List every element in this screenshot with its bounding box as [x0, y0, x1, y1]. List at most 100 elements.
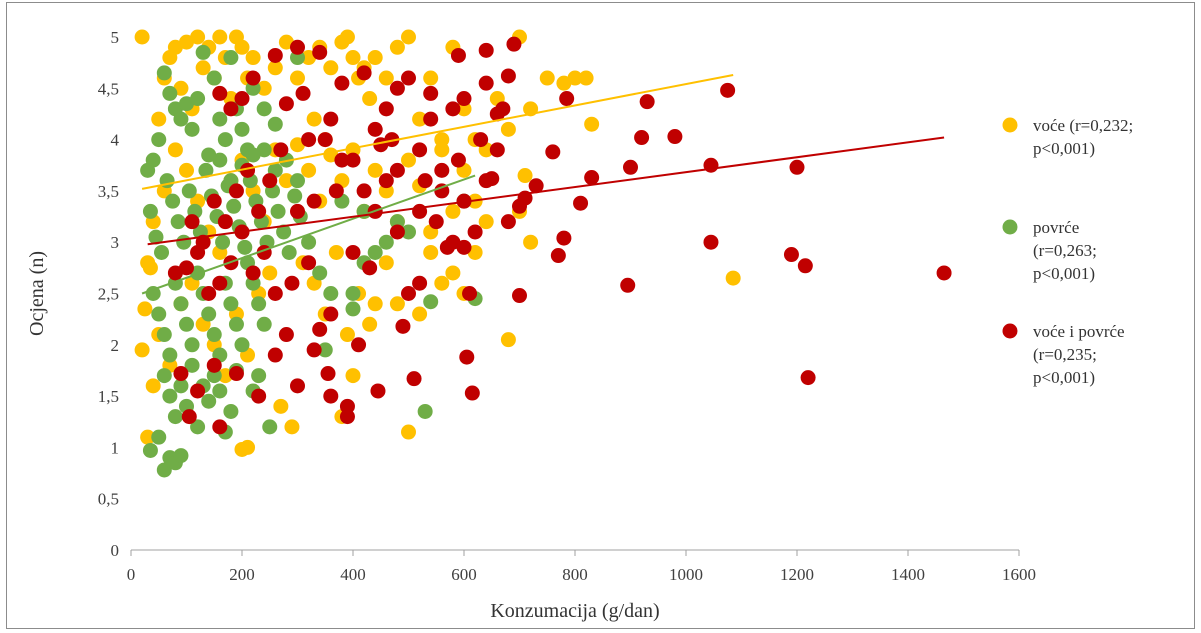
legend-label-series-3: p<0,001): [1033, 368, 1095, 387]
data-point: [445, 234, 461, 250]
data-point: [256, 80, 272, 96]
data-point: [281, 244, 297, 260]
data-point: [267, 47, 283, 63]
data-point: [156, 368, 172, 384]
data-point: [301, 255, 317, 271]
data-point: [167, 265, 183, 281]
data-point: [173, 296, 189, 312]
data-point: [362, 260, 378, 276]
data-point: [450, 47, 466, 63]
data-point: [323, 60, 339, 76]
data-point: [212, 29, 228, 45]
data-point: [412, 111, 428, 127]
data-point: [417, 173, 433, 189]
data-point: [212, 419, 228, 435]
data-point: [395, 318, 411, 334]
data-point: [506, 36, 522, 52]
data-point: [620, 277, 636, 293]
y-tick-label: 0,5: [98, 490, 119, 509]
data-point: [323, 306, 339, 322]
data-point: [156, 462, 172, 478]
data-point: [389, 214, 405, 230]
data-point: [401, 152, 416, 168]
data-point: [434, 142, 450, 158]
legend-label-series-2: povrće: [1033, 218, 1079, 237]
data-point: [783, 247, 799, 263]
data-point: [434, 275, 450, 291]
data-point: [306, 111, 322, 127]
legend-label-series-2: p<0,001): [1033, 264, 1095, 283]
data-point: [201, 147, 217, 163]
data-point: [323, 286, 339, 301]
y-axis-ticks: 0 0,5 1 1,5 2 2,5 3 3,5 4 4,5 5: [98, 28, 120, 560]
data-point: [156, 65, 172, 81]
data-point: [445, 203, 461, 219]
data-point: [206, 193, 222, 209]
data-point: [345, 286, 361, 301]
x-tick-label: 200: [229, 565, 255, 584]
data-point: [334, 75, 350, 91]
y-tick-label: 4: [111, 131, 120, 150]
data-point: [378, 101, 394, 117]
data-point: [567, 70, 583, 86]
data-point: [201, 306, 217, 322]
data-point: [190, 383, 206, 399]
data-point: [367, 50, 383, 66]
data-point: [367, 296, 383, 312]
data-point: [378, 255, 394, 271]
series-3-points: [167, 36, 952, 435]
data-point: [797, 258, 813, 274]
legend-marker-series-3: [1002, 323, 1018, 339]
data-point: [345, 152, 361, 168]
trend-line-series-2: [141, 174, 476, 295]
data-point: [228, 316, 244, 332]
data-point: [356, 183, 372, 199]
data-point: [434, 132, 450, 148]
data-point: [270, 203, 286, 219]
data-point: [462, 286, 478, 301]
data-point: [423, 244, 439, 260]
data-point: [142, 442, 158, 458]
data-point: [212, 85, 228, 101]
data-point: [190, 419, 206, 435]
data-point: [245, 265, 261, 281]
data-point: [523, 234, 539, 250]
legend-marker-series-2: [1002, 219, 1018, 235]
data-point: [290, 173, 305, 189]
data-point: [201, 393, 217, 409]
data-point: [464, 385, 480, 401]
data-point: [240, 439, 256, 455]
data-point: [167, 409, 183, 425]
data-point: [223, 101, 239, 117]
y-tick-label: 5: [111, 28, 120, 47]
data-point: [389, 162, 405, 178]
data-point: [328, 183, 344, 199]
data-point: [151, 132, 167, 148]
data-point: [151, 429, 167, 445]
trend-line-series-3: [147, 136, 945, 246]
data-point: [339, 29, 355, 45]
data-point: [223, 50, 239, 66]
data-point: [478, 214, 494, 230]
data-point: [290, 70, 305, 86]
data-point: [556, 230, 572, 246]
data-point: [273, 398, 289, 414]
data-point: [373, 137, 389, 153]
data-point: [137, 301, 153, 317]
y-tick-label: 4,5: [98, 79, 119, 98]
data-point: [212, 111, 228, 127]
legend-label-series-3: (r=0,235;: [1033, 345, 1097, 364]
data-point: [517, 168, 533, 184]
data-point: [351, 337, 367, 353]
data-point: [789, 159, 805, 175]
data-point: [401, 286, 416, 301]
legend-label-series-3: voće i povrće: [1033, 322, 1125, 341]
data-point: [378, 70, 394, 86]
data-point: [370, 383, 386, 399]
data-point: [473, 132, 489, 148]
data-point: [389, 296, 405, 312]
data-point: [245, 70, 261, 86]
data-point: [165, 193, 181, 209]
data-point: [290, 203, 305, 219]
data-point: [339, 398, 355, 414]
